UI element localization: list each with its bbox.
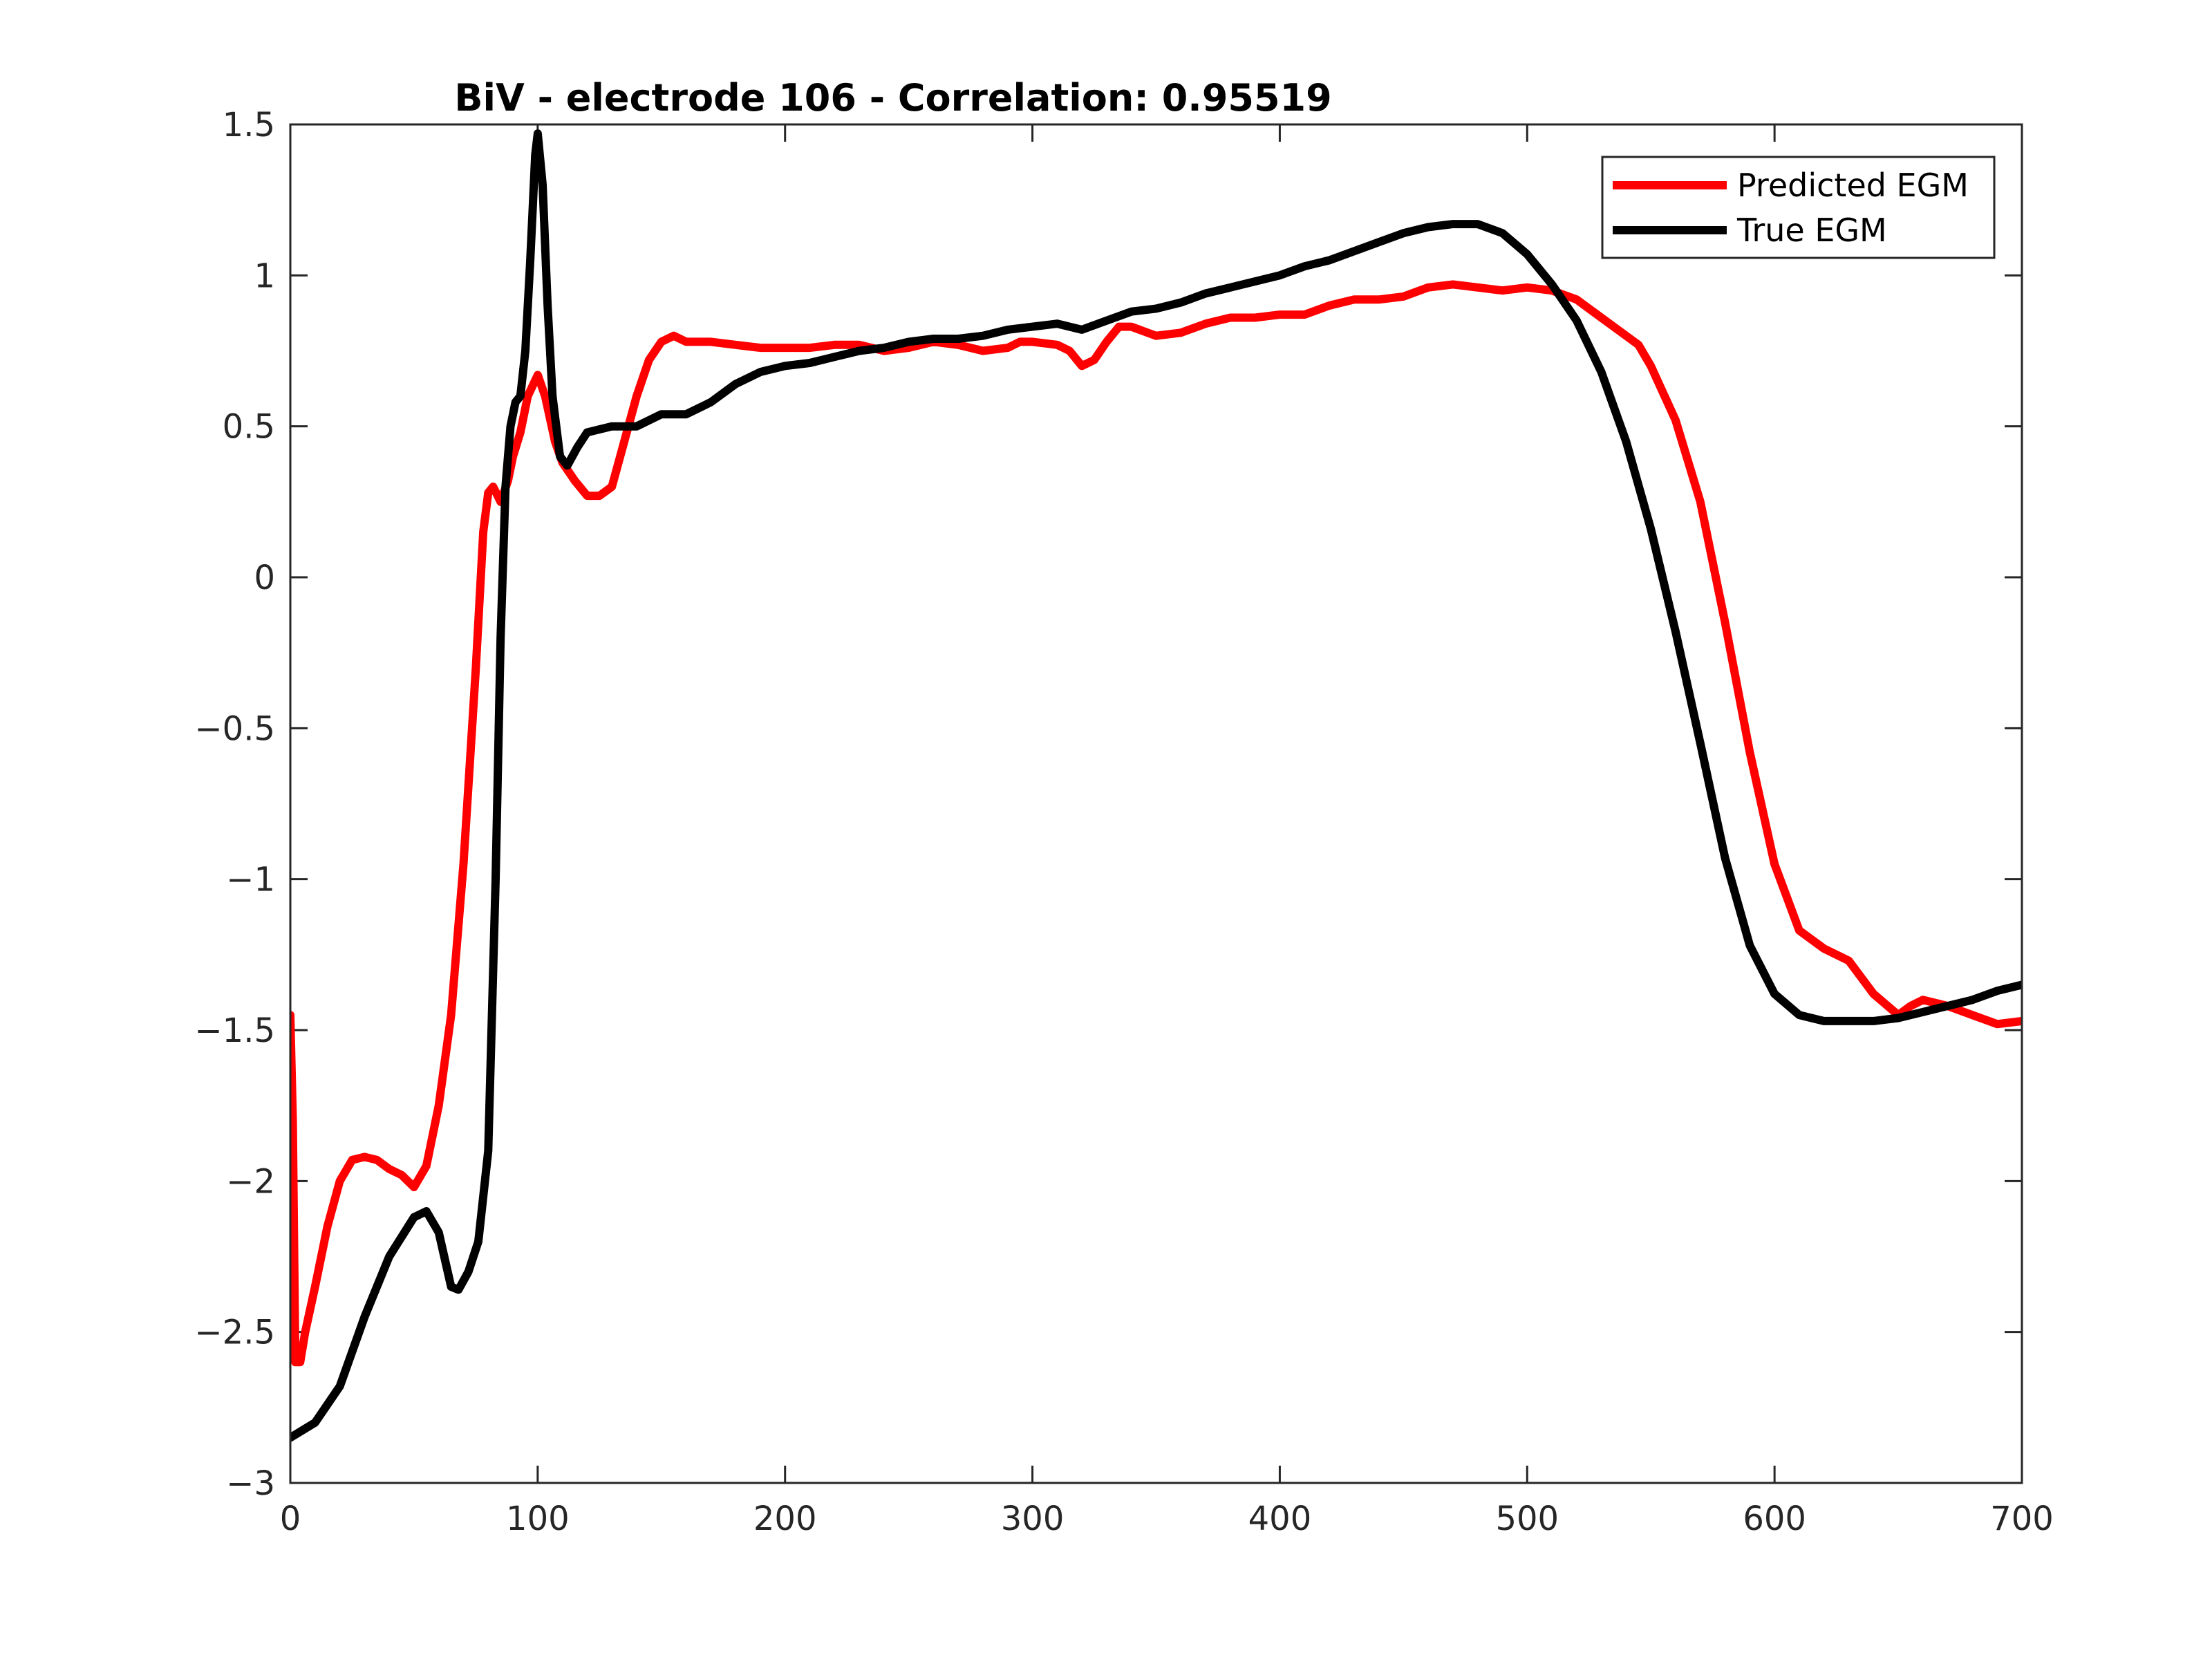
y-tick-label: −3 (226, 1464, 275, 1503)
plot-area-frame (289, 123, 2023, 1484)
x-tick-label: 500 (1495, 1500, 1559, 1538)
legend-box (1601, 156, 1996, 259)
chart-title: BiV - electrode 106 - Correlation: 0.955… (454, 76, 1331, 120)
x-axis-ticks: 0 100 200 300 400 500 600 700 (280, 124, 2054, 1538)
x-tick-label: 300 (1001, 1500, 1065, 1538)
x-tick-label: 400 (1248, 1500, 1312, 1538)
x-tick-label: 200 (753, 1500, 817, 1538)
legend-label-predicted: Predicted EGM (1737, 167, 1969, 204)
y-tick-label: −0.5 (194, 709, 275, 748)
legend-label-true: True EGM (1736, 212, 1887, 249)
series-line-true-egm (290, 129, 2022, 1442)
y-tick-label: −1.5 (194, 1011, 275, 1050)
y-tick-label: 0.5 (223, 408, 275, 447)
y-tick-label: 1.5 (223, 106, 275, 144)
y-tick-label: 1 (254, 256, 275, 295)
y-tick-label: −2 (226, 1162, 275, 1201)
x-tick-label: 100 (506, 1500, 570, 1538)
x-tick-label: 700 (1990, 1500, 2054, 1538)
x-tick-label: 600 (1743, 1500, 1806, 1538)
legend: Predicted EGM True EGM (1601, 156, 1996, 259)
y-axis-ticks: 1.5 1 0.5 0 −0.5 −1 −1.5 −2 −2.5 −3 (194, 106, 2022, 1503)
series-line-predicted-egm (290, 280, 2022, 1367)
y-tick-label: 0 (254, 559, 275, 597)
x-tick-label: 0 (280, 1500, 301, 1538)
series-layer (290, 129, 2022, 1442)
y-tick-label: −2.5 (194, 1314, 275, 1352)
y-tick-label: −1 (226, 861, 275, 899)
